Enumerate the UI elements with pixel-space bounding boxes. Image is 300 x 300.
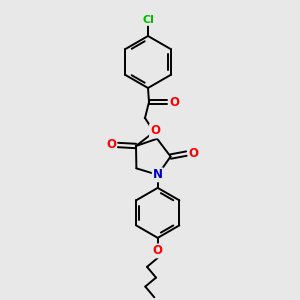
Text: O: O xyxy=(106,139,116,152)
Text: O: O xyxy=(153,244,163,257)
Text: Cl: Cl xyxy=(142,15,154,25)
Text: O: O xyxy=(150,124,160,137)
Text: N: N xyxy=(153,168,163,182)
Text: O: O xyxy=(189,147,199,160)
Text: O: O xyxy=(169,95,179,109)
